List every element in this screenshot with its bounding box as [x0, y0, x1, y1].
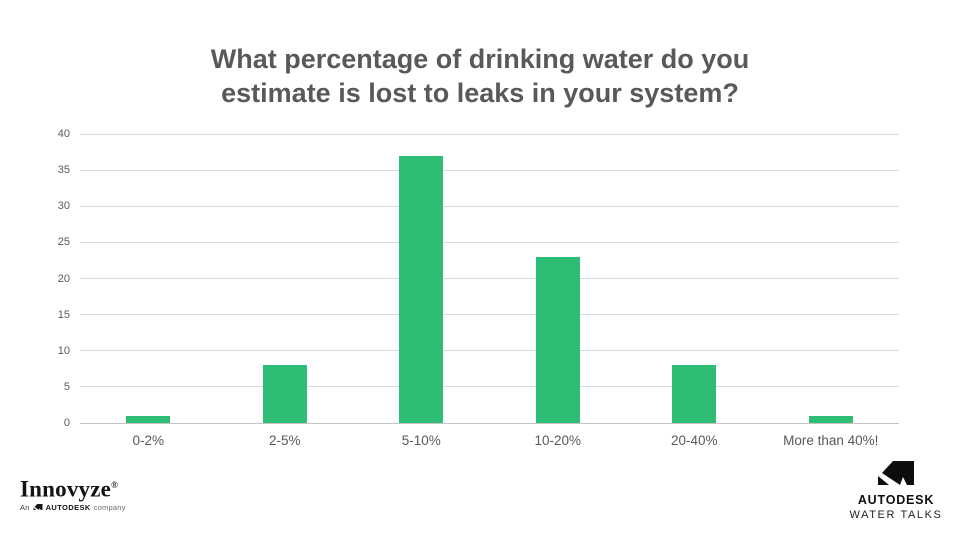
x-axis-category-label: 2-5%: [268, 433, 301, 448]
bar-20-40%: [672, 365, 717, 423]
x-axis-category-label: 10-20%: [534, 433, 582, 448]
x-axis-category-label: 0-2%: [132, 433, 164, 448]
y-axis-tick-label: 30: [57, 200, 70, 213]
chart-title-line-2: estimate is lost to leaks in your system…: [221, 78, 739, 108]
y-axis-tick-label: 5: [63, 380, 70, 393]
x-axis-category-label: 5-10%: [401, 433, 441, 448]
gridline-y-10: [80, 350, 899, 352]
bar-0-2%: [126, 415, 171, 423]
y-axis-tick-label: 15: [57, 308, 70, 321]
innovyze-wordmark: Innovyze®: [20, 473, 126, 502]
y-axis-tick-label: 40: [57, 128, 70, 140]
registered-trademark-symbol: ®: [111, 480, 118, 490]
tagline-suffix: company: [93, 502, 126, 512]
y-axis-tick-label: 35: [57, 164, 70, 177]
tagline-brand: AUTODESK: [45, 502, 91, 512]
bar-chart-plot-area: 0 5 10 15 20 25 30 35 40 0-2% 2-5% 5-10% 10-20% 20-40…: [58, 128, 899, 448]
chart-title: What percentage of drinking water do you…: [0, 42, 960, 110]
autodesk-mark-icon: [878, 461, 914, 485]
bar-5-10%: [399, 155, 444, 423]
bar-2-5%: [262, 365, 307, 423]
y-axis-tick-label: 0: [63, 417, 70, 429]
x-axis-category-label: 20-40%: [670, 433, 718, 448]
y-axis-tick-label: 10: [57, 344, 70, 357]
gridline-y-5: [80, 386, 899, 388]
autodesk-brand-text: AUTODESK: [857, 493, 935, 507]
gridline-y-35: [80, 169, 899, 171]
gridline-y-30: [80, 205, 899, 207]
gridline-y-25: [80, 241, 899, 243]
gridline-y-40: [80, 133, 899, 135]
innovyze-logo: Innovyze® An AUTODESK company: [20, 473, 126, 512]
gridline-y-15: [80, 314, 899, 316]
y-axis-tick-label: 20: [57, 272, 70, 285]
autodesk-mark-icon-small: [33, 504, 43, 511]
gridline-y-20: [80, 278, 899, 279]
x-axis-category-label: More than 40%!: [783, 433, 879, 448]
bar-More than 40%!: [808, 415, 853, 423]
tagline-prefix: An: [20, 502, 30, 512]
gridline-y-0: [80, 422, 899, 424]
autodesk-water-talks-logo: AUTODESK WATER TALKS: [848, 458, 944, 522]
innovyze-name-text: Innovyze: [20, 476, 112, 502]
innovyze-tagline: An AUTODESK company: [20, 503, 126, 512]
water-talks-text: WATER TALKS: [849, 509, 943, 521]
chart-title-line-1: What percentage of drinking water do you: [210, 44, 750, 74]
bar-10-20%: [535, 256, 580, 423]
y-axis-tick-label: 25: [57, 236, 70, 249]
